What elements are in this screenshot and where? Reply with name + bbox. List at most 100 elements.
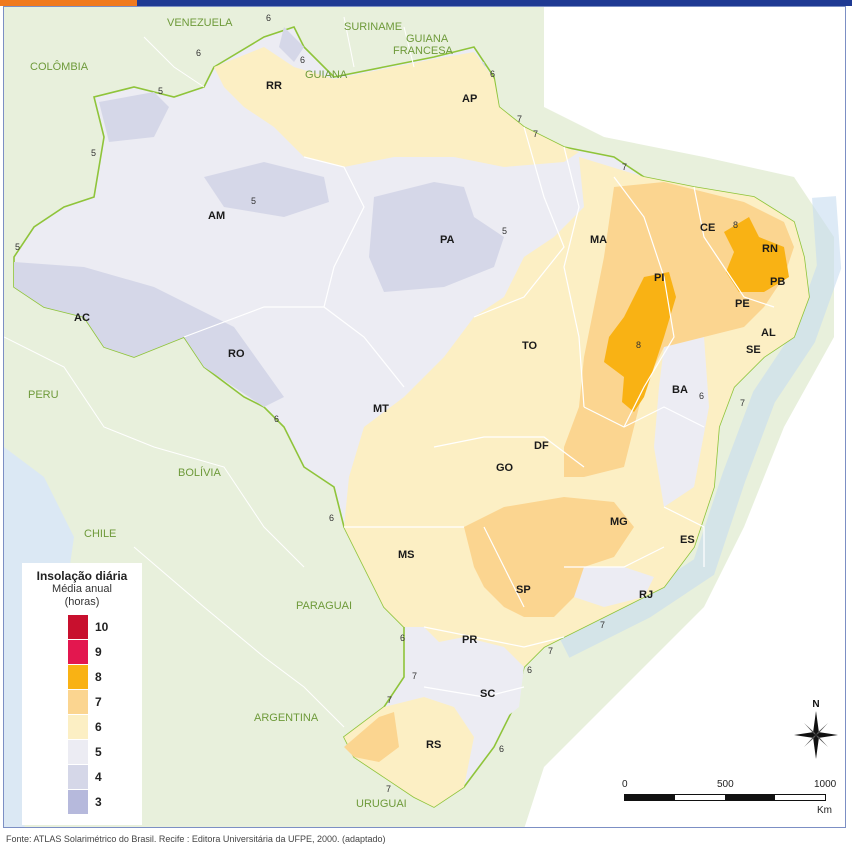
state-label-am: AM (208, 210, 225, 222)
zone-4h-nw (99, 92, 169, 142)
isoline-label: 8 (733, 220, 738, 230)
state-label-sc: SC (480, 688, 495, 700)
scale-tick-500: 500 (717, 779, 734, 790)
state-label-ms: MS (398, 549, 415, 561)
legend-item-label: 5 (95, 745, 102, 759)
legend-item-label: 4 (95, 770, 102, 784)
zone-5h-pr-sc (414, 637, 524, 727)
zone-5h-ba (654, 337, 709, 507)
isoline-label: 5 (158, 86, 163, 96)
isoline-label: 6 (266, 13, 271, 23)
legend-swatch (68, 690, 88, 714)
scale-tick-0: 0 (622, 779, 628, 790)
state-label-mg: MG (610, 516, 628, 528)
legend-item-label: 3 (95, 795, 102, 809)
legend-unit: (horas) (64, 596, 100, 608)
zone-8h-pi (604, 272, 676, 412)
state-label-pe: PE (735, 298, 750, 310)
isoline-label: 5 (502, 226, 507, 236)
state-label-mt: MT (373, 403, 389, 415)
state-label-ap: AP (462, 93, 477, 105)
header-bar (0, 0, 852, 6)
legend-swatch (68, 765, 88, 789)
state-label-rn: RN (762, 243, 778, 255)
state-label-rs: RS (426, 739, 441, 751)
state-label-rj: RJ (639, 589, 653, 601)
country-label-guiana: GUIANA (305, 69, 348, 81)
scale-tick-1000: 1000 (814, 779, 837, 790)
state-label-pb: PB (770, 276, 785, 288)
isoline-label: 8 (636, 340, 641, 350)
country-label-guiana-1: GUIANA (406, 33, 449, 45)
state-label-ac: AC (74, 312, 90, 324)
country-borders (4, 16, 415, 728)
state-label-pr: PR (462, 634, 477, 646)
legend-item-label: 10 (95, 620, 109, 634)
state-label-es: ES (680, 534, 695, 546)
country-label-francesa: FRANCESA (393, 45, 454, 57)
isoline-label: 6 (196, 48, 201, 58)
state-label-sp: SP (516, 584, 531, 596)
isoline-label: 6 (499, 744, 504, 754)
legend: Insolação diária Média anual (horas) 10 … (22, 563, 142, 825)
isoline-label: 7 (548, 646, 553, 656)
state-label-se: SE (746, 344, 761, 356)
zone-6h-north (214, 47, 579, 167)
country-label-argentina: ARGENTINA (254, 712, 319, 724)
isoline-label: 5 (15, 242, 20, 252)
isoline-label: 7 (386, 784, 391, 794)
atlantic-ocean (524, 7, 845, 827)
zone-4h-rr (279, 27, 304, 62)
isoline-label: 7 (600, 620, 605, 630)
state-label-ce: CE (700, 222, 715, 234)
isoline-label: 6 (490, 69, 495, 79)
isoline-label: 5 (251, 196, 256, 206)
country-label-uruguai: URUGUAI (356, 798, 407, 810)
legend-item-label: 7 (95, 695, 102, 709)
isoline-label: 6 (329, 513, 334, 523)
country-label-paraguai: PARAGUAI (296, 600, 352, 612)
isoline-label: 7 (517, 114, 522, 124)
state-label-to: TO (522, 340, 538, 352)
country-label-chile: CHILE (84, 528, 116, 540)
state-label-rr: RR (266, 80, 282, 92)
isoline-label: 7 (387, 695, 392, 705)
state-label-al: AL (761, 327, 776, 339)
legend-swatch (68, 615, 88, 639)
country-label-suriname: SURINAME (344, 21, 402, 33)
legend-item-label: 6 (95, 720, 102, 734)
isoline-label: 7 (740, 398, 745, 408)
country-label-colombia: COLÔMBIA (30, 60, 89, 73)
compass-rose-icon: N (794, 699, 838, 759)
zone-5h-rj (564, 567, 654, 607)
isoline-label: 6 (274, 414, 279, 424)
legend-swatch (68, 790, 88, 814)
zone-8h-rn-pb (724, 217, 789, 292)
scale-bar: 0 500 1000 Km (622, 779, 836, 819)
zone-4h-pa (369, 182, 504, 292)
legend-subtitle: Média anual (52, 583, 112, 595)
isoline-label: 7 (412, 671, 417, 681)
legend-swatch (68, 715, 88, 739)
scale-unit: Km (817, 805, 832, 816)
state-label-pa: PA (440, 234, 455, 246)
country-label-bolivia: BOLÍVIA (178, 466, 221, 479)
isoline-label: 6 (527, 665, 532, 675)
zone-4h-am (204, 162, 329, 217)
compass-north-label: N (812, 699, 819, 710)
country-label-peru: PERU (28, 389, 59, 401)
zone-7h-se (464, 497, 634, 617)
legend-swatch (68, 665, 88, 689)
legend-item-label: 9 (95, 645, 102, 659)
state-borders (183, 126, 775, 698)
state-label-ma: MA (590, 234, 607, 246)
source-citation: Fonte: ATLAS Solarimétrico do Brasil. Re… (6, 834, 386, 844)
state-label-df: DF (534, 440, 549, 452)
scale-bar-track (624, 794, 826, 801)
legend-swatch (68, 740, 88, 764)
legend-title: Insolação diária (36, 569, 128, 583)
isoline-label: 7 (622, 162, 627, 172)
isoline-label: 5 (91, 148, 96, 158)
state-label-ba: BA (672, 384, 688, 396)
ocean-shade (558, 196, 842, 658)
